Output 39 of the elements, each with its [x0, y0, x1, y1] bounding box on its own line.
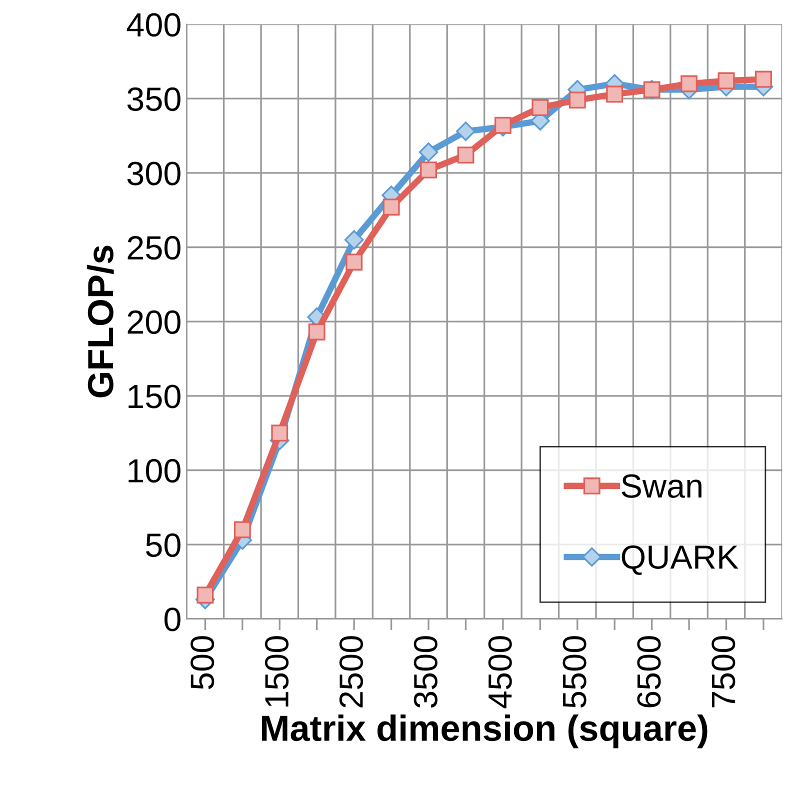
legend-label: QUARK — [622, 545, 738, 575]
y-tick-label: 350 — [127, 87, 180, 112]
y-axis-title: GFLOP/s — [86, 246, 114, 398]
y-tick-label: 400 — [126, 13, 180, 37]
x-tick-label: 3500 — [414, 636, 438, 708]
point — [718, 72, 735, 90]
point — [606, 86, 624, 103]
point — [755, 70, 772, 88]
y-tick-label: 50 — [146, 533, 180, 557]
point — [344, 230, 364, 250]
x-axis-title: Matrix dimension (square) — [262, 714, 708, 748]
x-tick-label: 6500 — [637, 636, 661, 708]
y-tick-label: 300 — [127, 162, 180, 186]
point — [196, 586, 214, 604]
x-tick-label: 7500 — [712, 636, 736, 708]
y-tick-label: 150 — [128, 384, 180, 408]
x-tick-label: 500 — [190, 636, 214, 690]
point — [420, 161, 437, 178]
point — [382, 198, 400, 216]
x-tick-label: 2500 — [339, 636, 364, 708]
point — [456, 122, 476, 141]
legend-label: Swan — [622, 474, 702, 498]
point — [494, 116, 512, 134]
y-tick-label: 200 — [128, 310, 180, 334]
x-tick-label: 4500 — [488, 636, 512, 708]
x-tick-label: 1500 — [264, 636, 289, 706]
point — [418, 142, 438, 162]
x-tick-label: 5500 — [562, 636, 586, 708]
y-tick-label: 100 — [128, 459, 180, 483]
point — [680, 75, 698, 92]
point — [234, 521, 251, 538]
point — [308, 324, 326, 340]
point — [457, 146, 474, 164]
point — [532, 99, 549, 116]
y-tick-label: 0 — [164, 608, 180, 632]
point — [271, 424, 288, 442]
point — [346, 254, 363, 271]
y-tick-label: 250 — [128, 236, 180, 260]
point — [568, 92, 586, 109]
